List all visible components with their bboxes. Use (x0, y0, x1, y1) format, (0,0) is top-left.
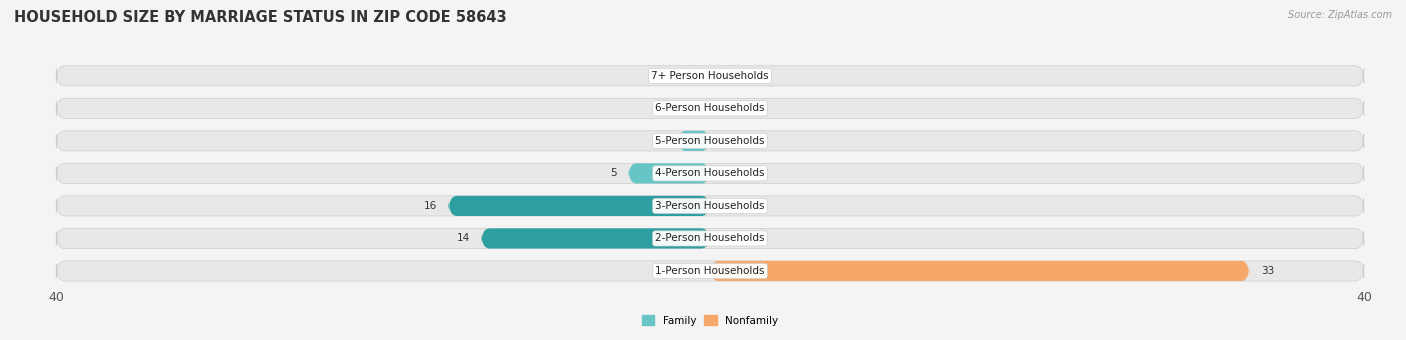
Text: 0: 0 (683, 266, 690, 276)
FancyBboxPatch shape (628, 163, 710, 184)
Text: 3-Person Households: 3-Person Households (655, 201, 765, 211)
Text: 0: 0 (730, 234, 737, 243)
Text: 0: 0 (683, 71, 690, 81)
FancyBboxPatch shape (710, 261, 1250, 281)
Text: 33: 33 (1261, 266, 1274, 276)
Text: 1-Person Households: 1-Person Households (655, 266, 765, 276)
FancyBboxPatch shape (56, 228, 1364, 249)
Text: 2-Person Households: 2-Person Households (655, 234, 765, 243)
Text: 0: 0 (730, 201, 737, 211)
Text: 4-Person Households: 4-Person Households (655, 168, 765, 179)
Legend: Family, Nonfamily: Family, Nonfamily (637, 311, 783, 330)
FancyBboxPatch shape (56, 66, 1364, 86)
Text: 16: 16 (423, 201, 437, 211)
FancyBboxPatch shape (678, 131, 710, 151)
Text: 0: 0 (730, 71, 737, 81)
Text: 5-Person Households: 5-Person Households (655, 136, 765, 146)
FancyBboxPatch shape (56, 131, 1364, 151)
FancyBboxPatch shape (56, 261, 1364, 281)
Text: 0: 0 (683, 103, 690, 113)
Text: 0: 0 (730, 168, 737, 179)
Text: 0: 0 (730, 103, 737, 113)
Text: 2: 2 (659, 136, 666, 146)
FancyBboxPatch shape (449, 196, 710, 216)
Text: 14: 14 (457, 234, 470, 243)
Text: 0: 0 (730, 136, 737, 146)
Text: 7+ Person Households: 7+ Person Households (651, 71, 769, 81)
Text: 6-Person Households: 6-Person Households (655, 103, 765, 113)
Text: 5: 5 (610, 168, 617, 179)
FancyBboxPatch shape (56, 163, 1364, 184)
FancyBboxPatch shape (481, 228, 710, 249)
FancyBboxPatch shape (56, 196, 1364, 216)
FancyBboxPatch shape (56, 98, 1364, 118)
Text: Source: ZipAtlas.com: Source: ZipAtlas.com (1288, 10, 1392, 20)
Text: HOUSEHOLD SIZE BY MARRIAGE STATUS IN ZIP CODE 58643: HOUSEHOLD SIZE BY MARRIAGE STATUS IN ZIP… (14, 10, 506, 25)
